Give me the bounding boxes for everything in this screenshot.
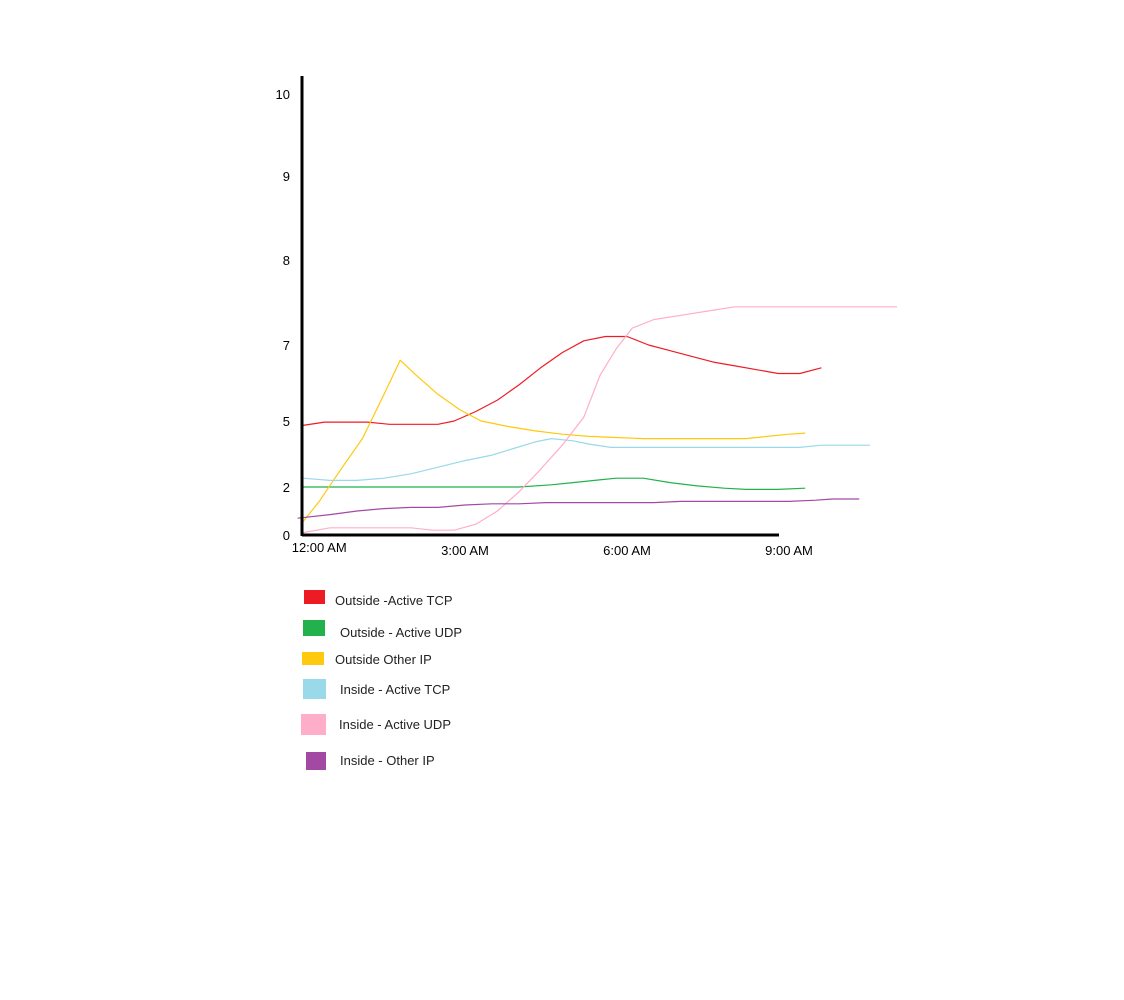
legend: Outside -Active TCP Outside - Active UDP O… (301, 590, 462, 770)
y-tick-label: 8 (283, 253, 290, 268)
y-tick-label: 5 (283, 414, 290, 429)
series-line (302, 359, 806, 523)
series-line (302, 306, 897, 534)
series-line (302, 438, 870, 481)
legend-swatch (301, 714, 326, 735)
legend-label: Inside - Active UDP (339, 717, 451, 732)
x-tick-label: 6:00 AM (603, 543, 651, 558)
x-tick-label: 3:00 AM (441, 543, 489, 558)
legend-label: Inside - Active TCP (340, 682, 450, 697)
legend-item: Outside Other IP (302, 652, 432, 667)
legend-item: Outside - Active UDP (303, 620, 462, 640)
x-tick-labels: 12:00 AM 3:00 AM 6:00 AM 9:00 AM (292, 540, 813, 558)
legend-swatch (306, 752, 326, 770)
y-tick-labels: 0 2 5 7 8 9 10 (276, 87, 290, 543)
legend-label: Outside Other IP (335, 652, 432, 667)
y-tick-label: 2 (283, 480, 290, 495)
legend-swatch (302, 652, 324, 665)
series-line (302, 335, 822, 426)
series-line (303, 477, 806, 490)
series-layer (297, 306, 897, 534)
x-tick-label: 12:00 AM (292, 540, 347, 555)
legend-item: Inside - Active UDP (301, 714, 451, 735)
y-tick-label: 0 (283, 528, 290, 543)
legend-item: Inside - Other IP (306, 752, 435, 770)
y-tick-label: 7 (283, 338, 290, 353)
legend-swatch (303, 679, 326, 699)
series-line (297, 498, 860, 519)
y-tick-label: 10 (276, 87, 290, 102)
legend-label: Outside -Active TCP (335, 593, 453, 608)
legend-item: Inside - Active TCP (303, 679, 450, 699)
x-tick-label: 9:00 AM (765, 543, 813, 558)
legend-label: Outside - Active UDP (340, 625, 462, 640)
y-tick-label: 9 (283, 169, 290, 184)
legend-label: Inside - Other IP (340, 753, 435, 768)
legend-swatch (304, 590, 325, 604)
legend-item: Outside -Active TCP (304, 590, 453, 608)
legend-swatch (303, 620, 325, 636)
